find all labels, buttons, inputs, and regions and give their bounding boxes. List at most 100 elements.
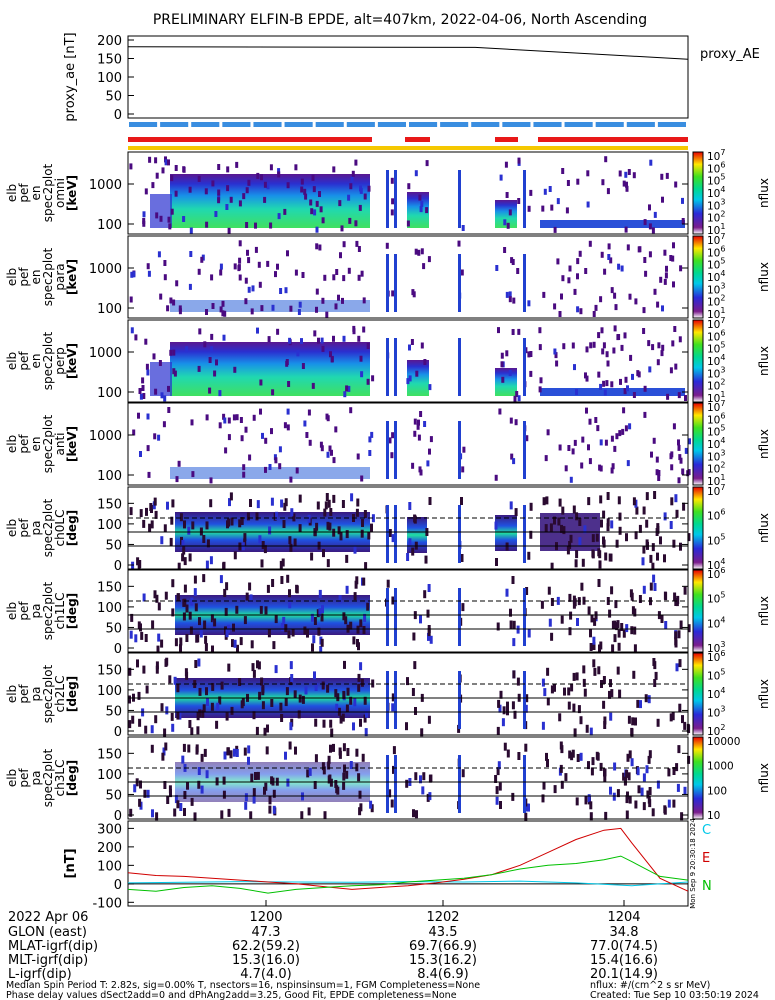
spectrogram-pixel: [622, 180, 626, 187]
spectrogram-pixel: [142, 393, 146, 399]
spectrogram-pixel: [240, 517, 244, 525]
spectrogram-pixel: [597, 579, 601, 587]
colorbar-tick-exponent: 3: [720, 448, 725, 457]
spectrogram-pixel: [183, 557, 187, 566]
spectrogram-pixel: [264, 466, 267, 473]
spectrogram-pixel: [334, 426, 338, 433]
spectrogram-pixel: [320, 445, 324, 452]
spectrogram-ylabel-line: spec2plot: [41, 163, 55, 222]
spectrogram-pixel: [664, 272, 668, 279]
spectrogram-pixel: [349, 761, 353, 769]
spectrogram-pixel: [344, 616, 348, 625]
colorbar-tick-exponent: 7: [720, 399, 725, 408]
spectrogram-pixel: [684, 447, 688, 454]
spectrogram-pixel: [505, 192, 509, 198]
x-date-label: 2022 Apr 06: [8, 910, 88, 925]
spectrogram-pixel: [529, 502, 533, 511]
spectrogram-pixel: [182, 166, 186, 173]
spectrogram-pixel: [311, 643, 314, 652]
spectrogram-panel-6: [127, 569, 704, 654]
proxy-ae-tick-label: 200: [97, 34, 122, 49]
spectrogram-pixel: [674, 637, 678, 646]
spectrogram-pixel: [360, 678, 364, 687]
spectrogram-pixel: [255, 726, 259, 735]
spectrogram-pixel: [153, 433, 157, 440]
spectrogram-pixel: [193, 588, 197, 597]
colorbar-tick-exponent: 4: [720, 615, 725, 624]
spectrogram-pixel: [204, 643, 208, 652]
spectrogram-pixel: [524, 704, 528, 713]
mlt-value-2: 15.3(16.2): [409, 953, 477, 968]
spectrogram-pixel: [460, 554, 464, 562]
pitch-angle-flux-patch: [495, 515, 517, 551]
spectrogram-pixel: [235, 605, 239, 614]
spectrogram-pixel: [391, 693, 395, 702]
spectrogram-panel-3: [127, 319, 704, 403]
spectrogram-pixel: [356, 498, 360, 507]
spectrogram-pixel: [638, 524, 642, 533]
spectrogram-pixel: [567, 445, 571, 451]
spectrogram-pixel: [359, 355, 363, 362]
spectrogram-pixel: [321, 297, 325, 304]
spectrogram-pixel: [618, 430, 622, 437]
spectrogram-pixel: [542, 497, 546, 506]
spectrogram-pixel: [673, 592, 677, 601]
x-tick-label-1204: 1204: [607, 910, 640, 925]
spectrogram-pixel: [653, 583, 657, 591]
spectrogram-pixel: [177, 460, 181, 467]
spectrogram-pixel: [671, 712, 675, 721]
spectrogram-pixel: [185, 634, 189, 642]
spectrogram-pixel: [508, 296, 512, 303]
spectrogram-pixel: [219, 306, 223, 313]
spectrogram-flux-patch: [407, 360, 429, 396]
spectrogram-pixel: [347, 385, 351, 392]
spectrogram-pixel: [417, 249, 421, 256]
spectrogram-pixel: [188, 186, 192, 193]
spectrogram-pixel: [583, 525, 587, 534]
spectrogram-pixel: [238, 257, 242, 264]
spectrogram-pixel: [360, 270, 364, 277]
spectrogram-pixel: [412, 632, 416, 641]
spectrogram-pixel: [251, 663, 255, 672]
spectrogram-pixel: [669, 255, 673, 261]
spectrogram-ylabel-line: spec2plot: [41, 748, 55, 807]
spectrogram-pixel: [271, 304, 275, 311]
spectrogram-pixel: [338, 750, 342, 759]
spectrogram-pixel: [427, 584, 431, 592]
spectrogram-ylabel-line: [deg]: [65, 676, 79, 712]
spectrogram-pixel: [647, 695, 651, 704]
spectrogram-pixel: [556, 596, 560, 605]
spectrogram-pixel: [136, 659, 139, 668]
spectrogram-pixel: [218, 422, 222, 429]
spectrogram-pixel: [423, 421, 427, 427]
spin-bar-segment: [315, 122, 344, 127]
spectrogram-streak: [394, 755, 397, 813]
spin-bar-segment: [564, 122, 593, 127]
spectrogram-pixel: [315, 522, 319, 531]
spectrogram-tick-label: 50: [105, 704, 122, 719]
spectrogram-pixel: [267, 629, 271, 638]
spectrogram-pixel: [579, 752, 583, 761]
spectrogram-pixel: [553, 348, 557, 355]
spectrogram-pixel: [170, 516, 174, 525]
spectrogram-pixel: [313, 671, 316, 680]
spectrogram-pixel: [576, 618, 579, 626]
spectrogram-pixel: [238, 678, 242, 686]
spectrogram-pixel: [261, 701, 265, 710]
spectrogram-pixel: [247, 179, 251, 186]
spectrogram-pixel: [238, 240, 242, 247]
spectrogram-pixel: [318, 244, 322, 251]
spectrogram-pixel: [411, 547, 415, 556]
spectrogram-pixel: [261, 687, 265, 696]
spectrogram-pixel: [371, 514, 375, 523]
spectrogram-pixel: [208, 357, 212, 363]
spectrogram-pixel: [597, 666, 601, 675]
spectrogram-pixel: [155, 665, 159, 674]
spectrogram-ylabel-line: ch0LC: [53, 510, 67, 547]
spectrogram-pixel: [314, 718, 318, 727]
spectrogram-pixel: [313, 617, 317, 625]
spectrogram-pixel: [316, 501, 320, 510]
spectrogram-ylabel-line: elb: [5, 769, 19, 787]
spectrogram-pixel: [612, 347, 616, 354]
spectrogram-ylabel-line: pef: [17, 434, 31, 454]
